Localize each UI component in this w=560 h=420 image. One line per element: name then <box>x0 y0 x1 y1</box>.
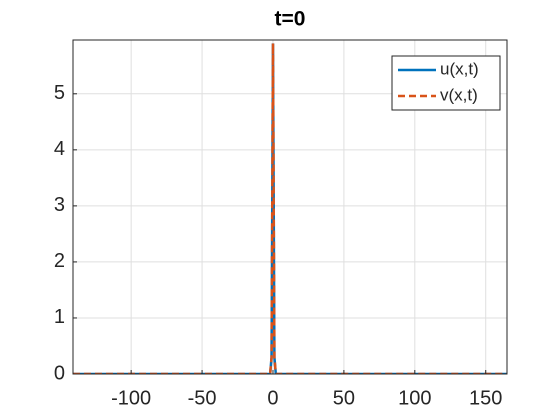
x-tick-label: -100 <box>111 387 151 409</box>
y-tick-label: 2 <box>54 250 65 272</box>
legend-box <box>391 55 501 111</box>
x-tick-label: 50 <box>333 387 355 409</box>
x-tick-label: -50 <box>188 387 217 409</box>
chart-title: t=0 <box>275 8 306 31</box>
x-tick-label: 150 <box>469 387 502 409</box>
y-tick-label: 5 <box>54 82 65 104</box>
y-tick-label: 3 <box>54 194 65 216</box>
y-tick-label: 1 <box>54 306 65 328</box>
lines <box>73 43 507 374</box>
y-tick-label: 4 <box>54 138 65 160</box>
legend: u(x,t) v(x,t) <box>391 55 501 111</box>
legend-label: v(x,t) <box>440 85 478 104</box>
y-tick-label: 0 <box>54 362 65 384</box>
series-line <box>73 43 507 374</box>
x-tick-label: 0 <box>267 387 278 409</box>
axes-box <box>72 39 508 375</box>
x-tick-label: 100 <box>398 387 431 409</box>
legend-label: u(x,t) <box>440 59 479 78</box>
ticks: -100 -50 0 50 100 150 0 1 2 3 4 5 <box>54 82 503 409</box>
